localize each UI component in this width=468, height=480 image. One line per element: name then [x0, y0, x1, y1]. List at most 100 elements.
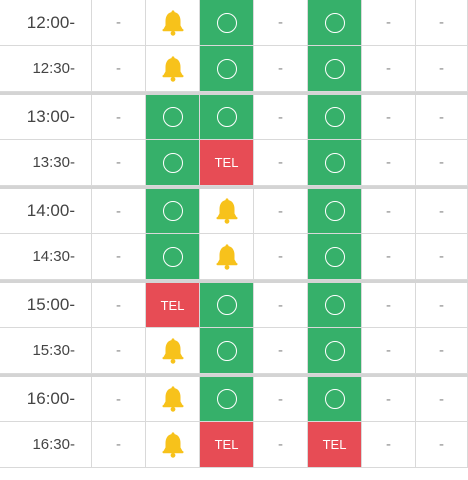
circle-icon	[162, 201, 183, 221]
unavailable-cell: -	[416, 377, 468, 422]
time-label: 14:30-	[0, 234, 92, 280]
available-slot[interactable]	[308, 46, 362, 92]
unavailable-cell: -	[92, 377, 146, 422]
tel-slot[interactable]: TEL	[200, 140, 254, 186]
few-left-slot[interactable]	[200, 189, 254, 234]
circle-icon	[162, 246, 183, 267]
tel-slot[interactable]: TEL	[200, 422, 254, 468]
time-row: 15:00- - TEL - - -	[0, 280, 468, 328]
time-label: 14:00-	[0, 189, 92, 234]
few-left-slot[interactable]	[200, 234, 254, 280]
time-label: 12:00-	[0, 0, 92, 46]
unavailable-cell: -	[416, 46, 468, 92]
unavailable-cell: -	[254, 422, 308, 468]
time-row: 16:30- - TEL - TEL - -	[0, 422, 468, 468]
unavailable-cell: -	[362, 377, 416, 422]
time-row: 12:00- - - - -	[0, 0, 468, 46]
circle-icon	[324, 295, 345, 315]
available-slot[interactable]	[200, 377, 254, 422]
bell-icon	[161, 55, 185, 82]
unavailable-cell: -	[254, 283, 308, 328]
available-slot[interactable]	[308, 0, 362, 46]
circle-icon	[162, 152, 183, 173]
unavailable-cell: -	[254, 46, 308, 92]
few-left-slot[interactable]	[146, 46, 200, 92]
available-slot[interactable]	[146, 189, 200, 234]
circle-icon	[216, 340, 237, 361]
few-left-slot[interactable]	[146, 0, 200, 46]
circle-icon	[324, 58, 345, 79]
unavailable-cell: -	[92, 422, 146, 468]
unavailable-cell: -	[254, 140, 308, 186]
few-left-slot[interactable]	[146, 422, 200, 468]
available-slot[interactable]	[200, 283, 254, 328]
bell-icon	[215, 198, 239, 224]
time-row: 12:30- - - - -	[0, 46, 468, 92]
unavailable-cell: -	[416, 234, 468, 280]
unavailable-cell: -	[92, 283, 146, 328]
circle-icon	[324, 12, 345, 33]
unavailable-cell: -	[254, 328, 308, 374]
unavailable-cell: -	[92, 234, 146, 280]
available-slot[interactable]	[200, 46, 254, 92]
available-slot[interactable]	[200, 0, 254, 46]
bell-icon	[215, 243, 239, 270]
tel-slot[interactable]: TEL	[146, 283, 200, 328]
few-left-slot[interactable]	[146, 377, 200, 422]
unavailable-cell: -	[416, 283, 468, 328]
available-slot[interactable]	[146, 140, 200, 186]
unavailable-cell: -	[416, 140, 468, 186]
time-label: 15:00-	[0, 283, 92, 328]
available-slot[interactable]	[200, 95, 254, 140]
time-row: 13:30- - TEL - - -	[0, 140, 468, 186]
available-slot[interactable]	[146, 95, 200, 140]
circle-icon	[216, 107, 237, 127]
circle-icon	[216, 58, 237, 79]
unavailable-cell: -	[416, 189, 468, 234]
circle-icon	[324, 246, 345, 267]
available-slot[interactable]	[146, 234, 200, 280]
time-label: 12:30-	[0, 46, 92, 92]
unavailable-cell: -	[254, 0, 308, 46]
unavailable-cell: -	[92, 46, 146, 92]
time-label: 16:00-	[0, 377, 92, 422]
circle-icon	[324, 107, 345, 127]
time-row: 15:30- - - - -	[0, 328, 468, 374]
available-slot[interactable]	[308, 189, 362, 234]
bell-icon	[161, 386, 185, 412]
bell-icon	[161, 9, 185, 36]
available-slot[interactable]	[308, 234, 362, 280]
available-slot[interactable]	[308, 95, 362, 140]
tel-slot[interactable]: TEL	[308, 422, 362, 468]
circle-icon	[162, 107, 183, 127]
available-slot[interactable]	[308, 140, 362, 186]
few-left-slot[interactable]	[146, 328, 200, 374]
unavailable-cell: -	[92, 189, 146, 234]
time-row: 16:00- - - - -	[0, 374, 468, 422]
bell-icon	[161, 337, 185, 364]
unavailable-cell: -	[254, 95, 308, 140]
unavailable-cell: -	[362, 0, 416, 46]
bell-icon	[161, 431, 185, 458]
unavailable-cell: -	[92, 95, 146, 140]
unavailable-cell: -	[362, 283, 416, 328]
available-slot[interactable]	[200, 328, 254, 374]
time-label: 13:30-	[0, 140, 92, 186]
available-slot[interactable]	[308, 283, 362, 328]
unavailable-cell: -	[362, 140, 416, 186]
unavailable-cell: -	[254, 234, 308, 280]
unavailable-cell: -	[362, 328, 416, 374]
unavailable-cell: -	[92, 0, 146, 46]
unavailable-cell: -	[416, 95, 468, 140]
unavailable-cell: -	[92, 328, 146, 374]
unavailable-cell: -	[416, 0, 468, 46]
unavailable-cell: -	[254, 189, 308, 234]
available-slot[interactable]	[308, 328, 362, 374]
unavailable-cell: -	[362, 189, 416, 234]
time-label: 13:00-	[0, 95, 92, 140]
circle-icon	[216, 389, 237, 409]
unavailable-cell: -	[416, 328, 468, 374]
available-slot[interactable]	[308, 377, 362, 422]
time-row: 13:00- - - - -	[0, 92, 468, 140]
time-row: 14:30- - - - -	[0, 234, 468, 280]
